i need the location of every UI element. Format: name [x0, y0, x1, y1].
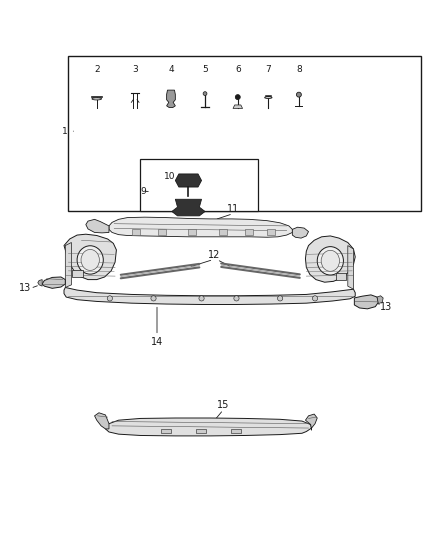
Text: 9: 9 — [141, 187, 146, 196]
Text: 14: 14 — [151, 337, 163, 347]
Text: 7: 7 — [265, 66, 271, 75]
Bar — [161, 429, 171, 433]
Ellipse shape — [92, 98, 102, 100]
Polygon shape — [175, 174, 201, 187]
Bar — [231, 429, 241, 433]
Bar — [188, 229, 196, 235]
Polygon shape — [64, 287, 355, 304]
Circle shape — [151, 296, 156, 301]
Polygon shape — [65, 243, 71, 287]
Bar — [141, 159, 258, 211]
Text: 11: 11 — [227, 204, 239, 214]
Polygon shape — [305, 414, 317, 430]
Ellipse shape — [321, 251, 339, 271]
Circle shape — [235, 95, 240, 100]
Text: 12: 12 — [208, 249, 221, 260]
Circle shape — [297, 92, 301, 97]
Bar — [267, 229, 275, 235]
Polygon shape — [233, 105, 243, 108]
Polygon shape — [377, 296, 383, 304]
Text: 6: 6 — [235, 66, 240, 75]
Text: 13: 13 — [380, 302, 392, 312]
Polygon shape — [42, 277, 65, 288]
Text: 4: 4 — [168, 66, 174, 75]
Polygon shape — [95, 413, 109, 429]
Polygon shape — [109, 217, 292, 237]
FancyBboxPatch shape — [72, 270, 83, 277]
Bar — [245, 229, 253, 235]
Circle shape — [278, 296, 283, 301]
Ellipse shape — [317, 247, 343, 275]
Bar — [219, 229, 227, 235]
Text: 5: 5 — [202, 66, 208, 75]
Polygon shape — [64, 234, 117, 280]
Bar — [196, 429, 206, 433]
Polygon shape — [166, 90, 175, 108]
Ellipse shape — [81, 249, 99, 270]
Polygon shape — [348, 246, 353, 289]
Circle shape — [199, 296, 204, 301]
Circle shape — [203, 92, 207, 95]
Polygon shape — [172, 199, 205, 216]
Text: 15: 15 — [217, 400, 230, 410]
Polygon shape — [292, 227, 308, 238]
Text: 2: 2 — [94, 66, 99, 75]
Circle shape — [312, 296, 318, 301]
Text: 13: 13 — [18, 284, 31, 293]
Polygon shape — [354, 295, 378, 309]
Text: 3: 3 — [132, 66, 138, 75]
FancyBboxPatch shape — [336, 272, 346, 280]
Ellipse shape — [265, 96, 272, 99]
Bar — [158, 229, 166, 235]
Bar — [68, 55, 421, 211]
Polygon shape — [305, 236, 355, 282]
Text: 10: 10 — [164, 172, 176, 181]
Polygon shape — [106, 418, 311, 436]
Circle shape — [234, 296, 239, 301]
Text: 8: 8 — [296, 66, 302, 75]
Circle shape — [107, 296, 113, 301]
Bar — [132, 229, 140, 235]
Text: 1: 1 — [63, 127, 68, 136]
Ellipse shape — [77, 246, 103, 274]
Polygon shape — [86, 220, 109, 233]
Polygon shape — [38, 280, 42, 286]
